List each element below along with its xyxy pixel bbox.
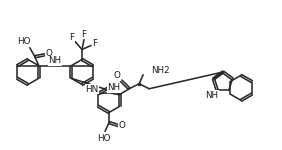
Text: O: O: [45, 49, 52, 58]
Text: NH: NH: [108, 83, 121, 92]
Text: O: O: [114, 71, 121, 80]
Text: NH: NH: [206, 91, 219, 100]
Text: NH2: NH2: [151, 66, 170, 75]
Text: HO: HO: [17, 37, 30, 46]
Text: HN: HN: [85, 84, 98, 93]
Text: F: F: [69, 33, 74, 42]
Text: O: O: [118, 121, 125, 130]
Text: NH: NH: [49, 56, 61, 65]
Text: F: F: [92, 39, 98, 48]
Text: F: F: [81, 30, 87, 39]
Text: HO: HO: [97, 134, 111, 143]
